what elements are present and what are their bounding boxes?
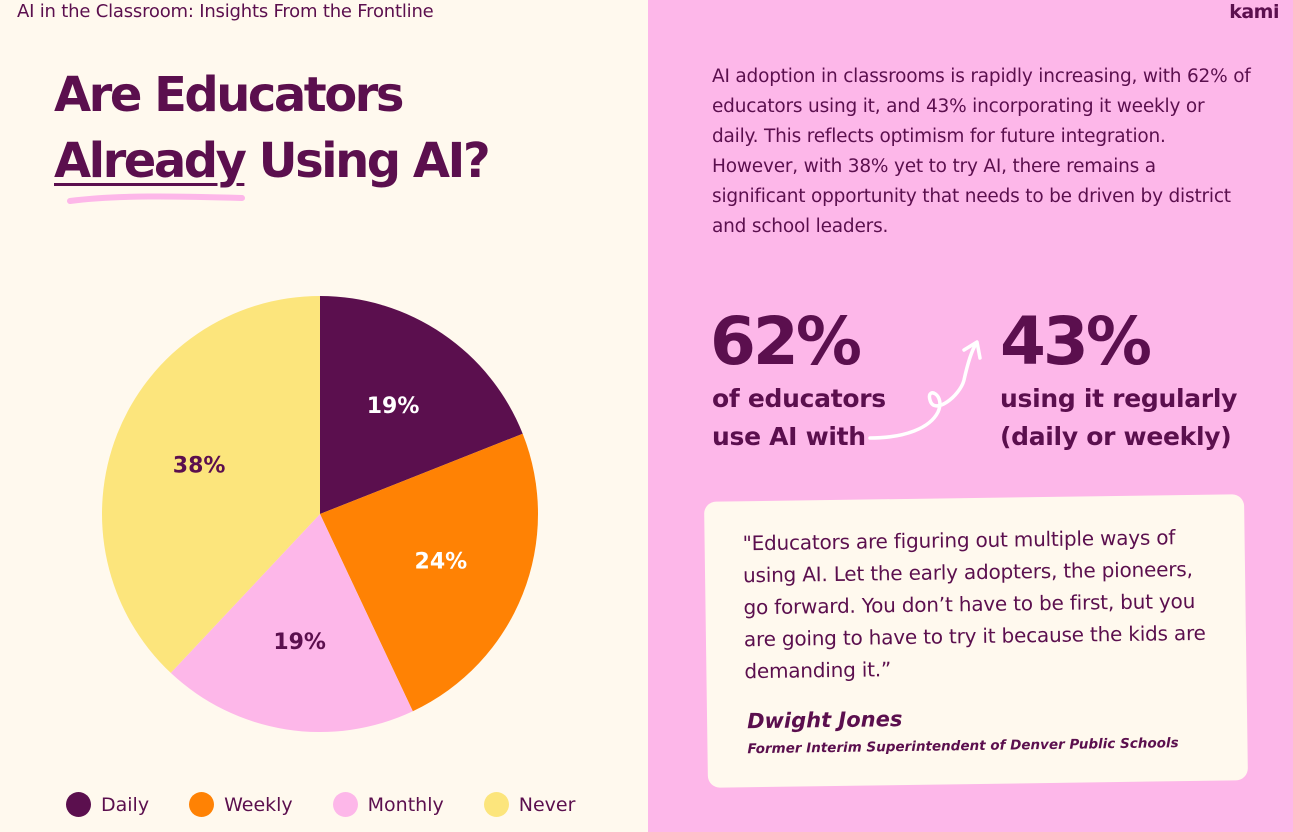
curved-arrow-icon <box>868 340 982 440</box>
stat-usage-value: 62% <box>710 303 862 380</box>
page-title: Are Educators Already Using AI? <box>54 62 634 194</box>
summary-paragraph: AI adoption in classrooms is rapidly inc… <box>712 66 1251 237</box>
report-title: AI in the Classroom: Insights From the F… <box>17 1 434 22</box>
pie-slice-monthly <box>170 514 413 732</box>
brush-stroke-decoration <box>67 193 245 204</box>
pie-slice-weekly <box>320 433 538 712</box>
quote-text: "Educators are figuring out multiple way… <box>742 525 1206 684</box>
legend-item-daily: Daily <box>66 792 149 817</box>
legend-label-monthly: Monthly <box>367 793 444 816</box>
pie-label-daily: 19% <box>367 394 420 419</box>
legend-item-weekly: Weekly <box>189 792 293 817</box>
page-title-line-1: Are Educators <box>54 67 404 123</box>
pie-label-never: 38% <box>173 454 226 479</box>
page-title-line-2-rest: Using AI? <box>244 133 491 189</box>
pie-label-monthly: 19% <box>273 630 326 655</box>
chart-legend: Daily Weekly Monthly Never <box>66 792 615 817</box>
legend-swatch-monthly <box>332 792 358 817</box>
legend-label-weekly: Weekly <box>224 793 293 816</box>
brand-logo: kami <box>1229 1 1279 23</box>
legend-label-never: Never <box>518 793 576 816</box>
quote-author: Dwight Jones <box>746 707 903 734</box>
pie-label-weekly: 24% <box>415 549 468 574</box>
stat-regular-caption: using it regularly (daily or weekly) <box>1000 384 1238 451</box>
pie-slice-daily <box>320 296 523 514</box>
pie-chart: 19% 24% 19% 38% <box>101 296 538 732</box>
legend-item-never: Never <box>483 792 576 817</box>
quote-card: "Educators are figuring out multiple way… <box>704 494 1248 788</box>
stat-regular-value: 43% <box>1000 303 1152 380</box>
page-title-emphasis: Already <box>54 133 247 189</box>
stat-usage-caption: of educators use AI with <box>712 384 886 451</box>
legend-swatch-weekly <box>189 792 215 817</box>
legend-swatch-daily <box>66 792 91 817</box>
quote-author-role: Former Interim Superintendent of Denver … <box>747 735 1179 758</box>
legend-item-monthly: Monthly <box>332 792 444 817</box>
page-title-line-2: Already Using AI? <box>54 128 634 194</box>
legend-swatch-never <box>483 792 509 817</box>
legend-label-daily: Daily <box>101 793 150 816</box>
pie-slice-never <box>101 296 320 673</box>
